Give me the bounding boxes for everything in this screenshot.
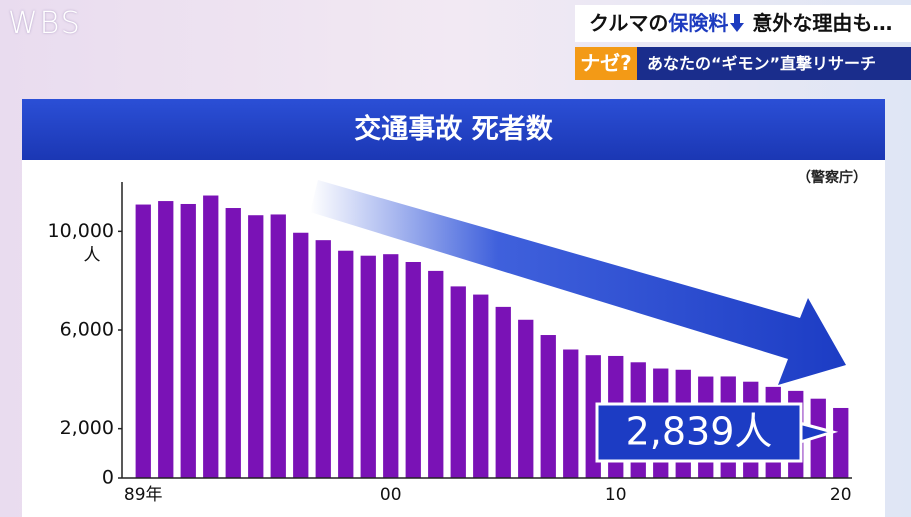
x-tick-label: 10 xyxy=(605,485,627,505)
trend-arrow xyxy=(310,180,846,385)
bar xyxy=(338,250,354,478)
subtitle-bar: ナゼ? あなたの“ギモン”直撃リサーチ xyxy=(575,47,911,80)
bar xyxy=(810,398,826,478)
bar xyxy=(203,195,219,478)
bar xyxy=(495,306,511,478)
y-tick-label: 6,000 xyxy=(60,319,114,341)
tag: ナゼ? xyxy=(575,47,637,80)
headline-highlight: 保険料 xyxy=(668,11,729,35)
bar xyxy=(518,319,534,478)
series-title: あなたの“ギモン”直撃リサーチ xyxy=(637,47,911,80)
bar xyxy=(450,286,466,478)
bar xyxy=(473,294,489,478)
y-tick-label: 0 xyxy=(102,467,114,489)
bar xyxy=(360,255,376,478)
logo: WBS xyxy=(8,6,82,41)
bar xyxy=(180,203,196,478)
chart: （警察庁） 0 2,000 6,000 10,000 人 89年 00 10 20 2,839人 xyxy=(22,160,885,517)
bar xyxy=(833,407,849,478)
source: （警察庁） xyxy=(797,169,867,186)
bar xyxy=(293,232,309,478)
y-tick-label: 10,000 xyxy=(48,220,114,242)
y-unit: 人 xyxy=(84,245,101,265)
headline: クルマの保険料 意外な理由も… xyxy=(575,5,911,42)
bar xyxy=(158,201,174,479)
callout-box xyxy=(595,402,803,463)
headline-text: 意外な理由も… xyxy=(752,11,893,35)
chart-title: 交通事故 死者数 xyxy=(22,99,885,160)
bar xyxy=(540,335,556,478)
x-tick-label: 20 xyxy=(830,485,852,505)
bar xyxy=(135,204,151,478)
bar xyxy=(563,349,579,478)
x-tick-label: 00 xyxy=(380,485,402,505)
callout: 2,839人 xyxy=(595,402,839,463)
bar xyxy=(428,270,444,478)
y-tick-label: 2,000 xyxy=(60,417,114,439)
bar xyxy=(383,254,399,478)
x-tick-label: 89年 xyxy=(124,485,163,505)
bar xyxy=(270,214,286,478)
callout-label: 2,839人 xyxy=(626,410,773,454)
bar xyxy=(405,261,421,478)
bar xyxy=(225,208,241,479)
down-arrow-icon xyxy=(730,14,745,32)
bar xyxy=(248,215,264,478)
headline-text: クルマの xyxy=(589,11,669,35)
bar xyxy=(315,240,331,478)
